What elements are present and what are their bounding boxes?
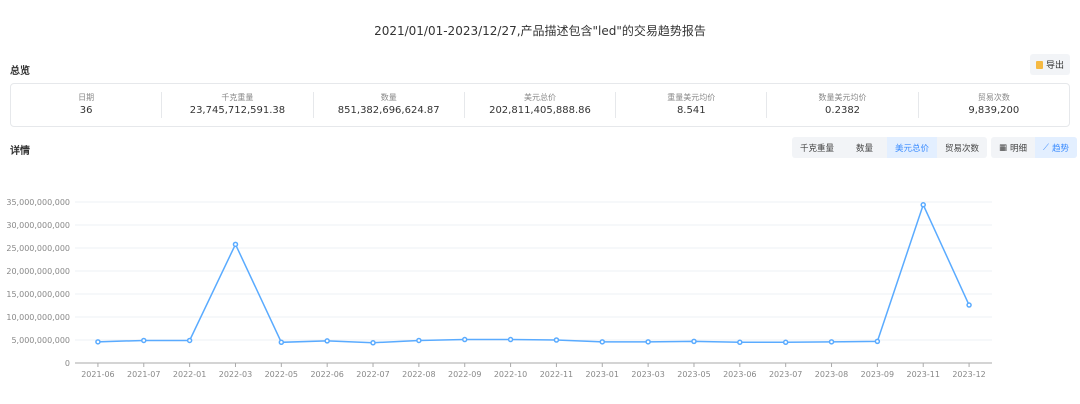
x-tick-label: 2022-10 — [494, 370, 527, 379]
stat-value: 8.541 — [676, 105, 706, 116]
y-tick-label: 0 — [65, 359, 70, 368]
data-point — [645, 339, 651, 345]
stat-qty-avg-price: 数量美元均价 0.2382 — [767, 92, 919, 118]
x-tick-label: 2023-03 — [631, 370, 664, 379]
overview-heading: 总览 — [10, 66, 30, 77]
stat-label: 日期 — [78, 93, 95, 102]
tab-label: 趋势 — [1052, 143, 1070, 154]
x-tick-label: 2022-11 — [540, 370, 573, 379]
data-point — [920, 202, 926, 208]
tab-label: 明细 — [1010, 143, 1028, 154]
stat-trade-count: 贸易次数 9,839,200 — [919, 92, 1069, 118]
x-tick-label: 2023-05 — [677, 370, 710, 379]
data-point — [599, 339, 606, 345]
stat-label: 美元总价 — [523, 93, 556, 102]
x-tick-label: 2023-11 — [907, 370, 940, 379]
data-point — [141, 337, 147, 344]
file-export-icon — [1035, 60, 1043, 69]
data-point — [324, 338, 330, 344]
y-tick-label: 20,000,000,000 — [6, 267, 70, 276]
stat-value: 851,382,696,624.87 — [337, 105, 440, 116]
data-point — [95, 339, 101, 345]
tab-detail[interactable]: ▦ 明细 — [991, 137, 1035, 158]
x-tick-label: 2022-06 — [310, 370, 343, 379]
stat-date: 日期 36 — [11, 92, 163, 118]
x-tick-label: 2022-09 — [448, 370, 481, 379]
x-tick-label: 2023-06 — [723, 370, 756, 379]
x-tick-label: 2021-07 — [127, 370, 160, 379]
stat-value: 202,811,405,888.86 — [489, 105, 591, 116]
data-point — [553, 337, 560, 343]
data-point — [186, 337, 193, 344]
export-button[interactable]: 导出 — [1030, 54, 1070, 75]
x-tick-label: 2023-01 — [586, 370, 619, 379]
data-point — [966, 302, 972, 308]
stat-label: 贸易次数 — [977, 93, 1010, 102]
tab-weight[interactable]: 千克重量 — [800, 143, 835, 154]
stat-label: 千克重量 — [221, 93, 254, 102]
data-point — [416, 337, 422, 344]
stat-label: 数量 — [380, 93, 397, 102]
x-tick-label: 2022-07 — [356, 370, 389, 379]
x-tick-label: 2023-12 — [952, 370, 985, 379]
export-label: 导出 — [1045, 61, 1064, 71]
stat-value: 23,745,712,591.38 — [189, 105, 286, 116]
y-tick-label: 35,000,000,000 — [6, 198, 70, 207]
x-tick-label: 2021-06 — [81, 370, 114, 379]
data-point — [232, 241, 239, 248]
x-tick-label: 2022-03 — [219, 370, 252, 379]
x-tick-label: 2022-08 — [402, 370, 435, 379]
stat-value: 36 — [79, 105, 93, 116]
stat-value: 0.2382 — [825, 105, 861, 116]
summary-panel: 日期 36 千克重量 23,745,712,591.38 数量 851,382,696… — [10, 83, 1070, 127]
stat-weight: 千克重量 23,745,712,591.38 — [162, 92, 314, 118]
data-point — [507, 336, 514, 343]
y-tick-label: 15,000,000,000 — [6, 290, 70, 299]
stat-quantity: 数量 851,382,696,624.87 — [314, 92, 465, 118]
data-point — [691, 338, 697, 345]
data-point — [278, 339, 285, 346]
line-chart-icon: ⟋ — [1043, 142, 1049, 153]
x-tick-label: 2023-07 — [769, 370, 802, 379]
stat-usd-total: 美元总价 202,811,405,888.86 — [465, 92, 617, 118]
data-point — [874, 338, 881, 345]
stat-value: 9,839,200 — [968, 105, 1020, 116]
data-point — [737, 339, 743, 346]
stat-label: 重量美元均价 — [667, 93, 716, 102]
table-icon: ▦ — [999, 142, 1008, 153]
tab-quantity[interactable]: 数量 — [856, 143, 874, 154]
x-tick-label: 2023-08 — [815, 370, 848, 379]
x-tick-label: 2022-05 — [265, 370, 298, 379]
metric-tabs: 千克重量 数量 美元总价 贸易次数 — [792, 137, 988, 158]
tab-trend[interactable]: ⟋ 趋势 — [1035, 137, 1078, 158]
view-tabs: ▦ 明细 ⟋ 趋势 — [991, 137, 1078, 158]
x-tick-label: 2022-01 — [173, 370, 206, 379]
data-point — [461, 336, 468, 343]
details-heading: 详情 — [10, 146, 30, 157]
tab-usd-total[interactable]: 美元总价 — [887, 137, 938, 158]
tab-trade-count[interactable]: 贸易次数 — [945, 143, 980, 154]
y-tick-label: 25,000,000,000 — [6, 244, 70, 253]
series-line — [97, 202, 970, 344]
data-point — [828, 339, 835, 345]
report-title: 2021/01/01-2023/12/27,产品描述包含"led"的交易趋势报告 — [374, 24, 706, 38]
y-tick-label: 10,000,000,000 — [6, 313, 70, 322]
data-point — [782, 339, 789, 346]
data-point — [370, 340, 376, 346]
stat-weight-avg-price: 重量美元均价 8.541 — [616, 92, 768, 118]
stat-label: 数量美元均价 — [818, 93, 867, 102]
y-tick-label: 5,000,000,000 — [11, 336, 70, 345]
x-tick-label: 2023-09 — [861, 370, 894, 379]
y-tick-label: 30,000,000,000 — [6, 221, 70, 230]
